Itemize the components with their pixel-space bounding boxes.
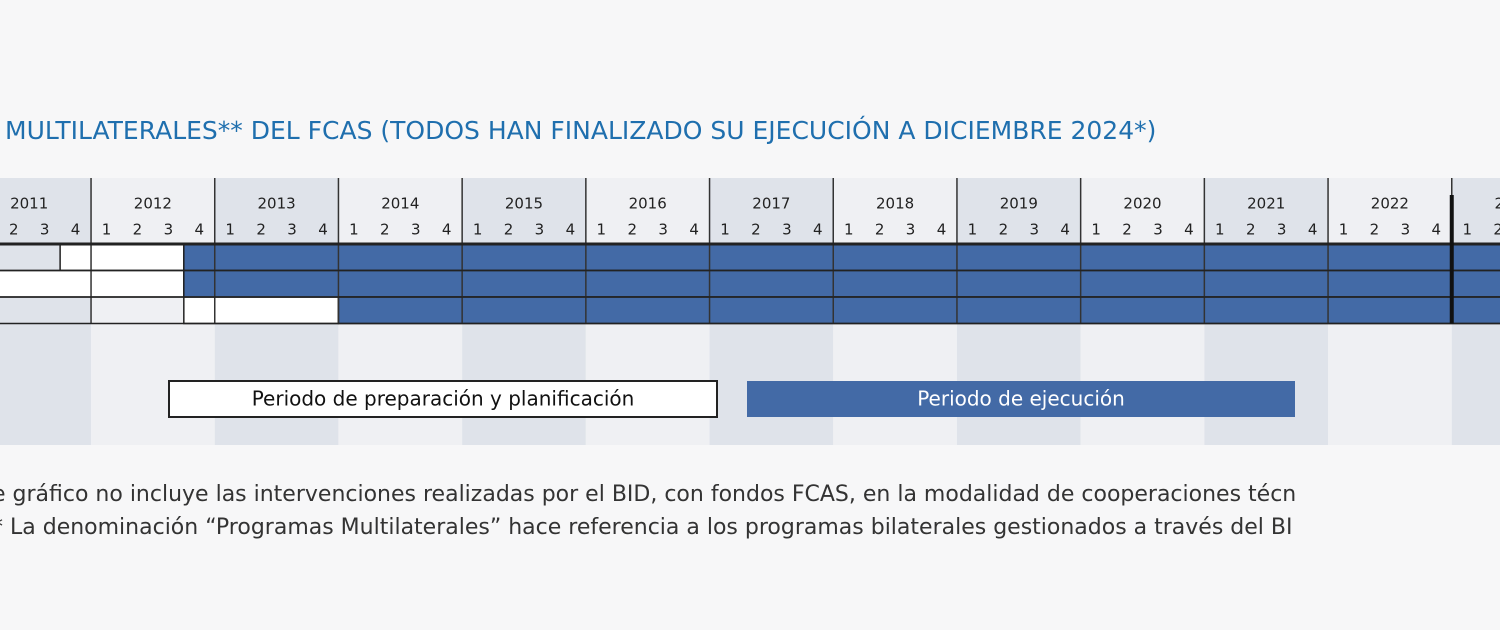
quarter-label: 4: [1432, 221, 1442, 239]
year-label: 2021: [1247, 195, 1285, 213]
quarter-label: 2: [999, 221, 1009, 239]
quarter-label: 3: [782, 221, 792, 239]
quarter-label: 4: [1060, 221, 1070, 239]
quarter-label: 1: [968, 221, 978, 239]
quarter-label: 2: [133, 221, 143, 239]
quarter-label: 2: [1493, 221, 1500, 239]
chart-title: MULTILATERALES** DEL FCAS (TODOS HAN FIN…: [5, 115, 1156, 145]
quarter-label: 4: [689, 221, 699, 239]
quarter-label: 2: [751, 221, 761, 239]
quarter-label: 1: [102, 221, 112, 239]
quarter-label: 3: [658, 221, 668, 239]
quarter-label: 2: [875, 221, 885, 239]
gantt-bar: [183, 296, 340, 325]
quarter-label: 2: [504, 221, 514, 239]
quarter-label: 4: [195, 221, 205, 239]
quarter-label: 4: [71, 221, 81, 239]
quarter-label: 3: [1029, 221, 1039, 239]
quarter-label: 4: [937, 221, 947, 239]
year-label: 2022: [1371, 195, 1409, 213]
quarter-label: 3: [164, 221, 174, 239]
quarter-label: 1: [1091, 221, 1101, 239]
quarter-label: 1: [225, 221, 235, 239]
legend-label: Periodo de ejecución: [917, 387, 1125, 411]
quarter-label: 4: [1184, 221, 1194, 239]
year-label: 2016: [629, 195, 667, 213]
quarter-label: 1: [844, 221, 854, 239]
quarter-label: 1: [1215, 221, 1225, 239]
gantt-bar: [337, 296, 1500, 325]
year-label: 2013: [258, 195, 296, 213]
year-label: 2014: [381, 195, 419, 213]
gantt-bar: [183, 243, 1500, 272]
quarter-label: 1: [720, 221, 730, 239]
quarter-label: 2: [1246, 221, 1256, 239]
quarter-label: 4: [813, 221, 823, 239]
gantt-bar: [183, 269, 1500, 298]
quarter-label: 1: [473, 221, 483, 239]
quarter-label: 2: [9, 221, 19, 239]
note: e gráfico no incluye las intervenciones …: [0, 482, 1296, 507]
quarter-label: 3: [535, 221, 545, 239]
quarter-label: 3: [1401, 221, 1411, 239]
quarter-label: 4: [1308, 221, 1318, 239]
quarter-label: 2: [256, 221, 266, 239]
quarter-label: 3: [1153, 221, 1163, 239]
legend-swatch: [168, 380, 718, 418]
quarter-label: 4: [566, 221, 576, 239]
quarter-label: 2: [627, 221, 637, 239]
year-label: 2011: [10, 195, 48, 213]
year-label: 2012: [134, 195, 172, 213]
quarter-label: 3: [40, 221, 50, 239]
year-label: 2018: [876, 195, 914, 213]
quarter-label: 4: [442, 221, 452, 239]
year-band: [0, 178, 92, 445]
year-label: 2015: [505, 195, 543, 213]
quarter-label: 4: [318, 221, 328, 239]
quarter-label: 3: [906, 221, 916, 239]
note: * La denominación “Programas Multilatera…: [0, 515, 1292, 540]
quarter-label: 1: [597, 221, 607, 239]
quarter-label: 2: [380, 221, 390, 239]
year-label: 2017: [752, 195, 790, 213]
quarter-label: 2: [1122, 221, 1132, 239]
legend-swatch: [747, 381, 1295, 417]
quarter-label: 1: [1462, 221, 1472, 239]
quarter-label: 1: [349, 221, 359, 239]
quarter-label: 3: [1277, 221, 1287, 239]
quarter-label: 3: [287, 221, 297, 239]
legend-label: Periodo de preparación y planificación: [252, 387, 635, 411]
year-label: 2019: [1000, 195, 1038, 213]
quarter-label: 3: [411, 221, 421, 239]
quarter-label: 2: [1370, 221, 1380, 239]
quarter-label: 1: [1339, 221, 1349, 239]
year-label: 2020: [1123, 195, 1161, 213]
year-label: 2023: [1495, 195, 1500, 213]
gantt-bar: [59, 243, 185, 272]
gantt-bar: [0, 269, 185, 298]
